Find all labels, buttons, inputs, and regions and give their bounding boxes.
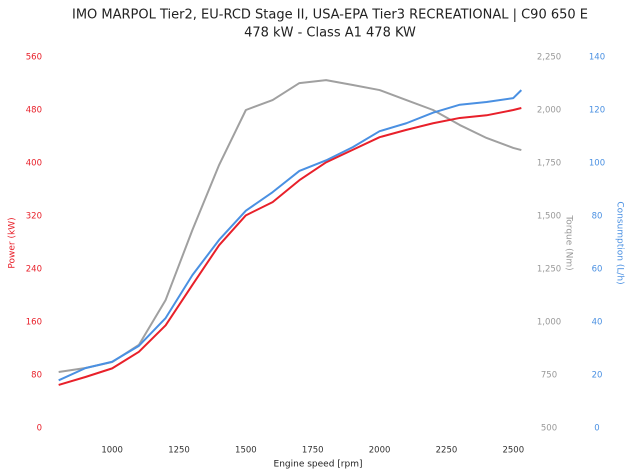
y3-tick-label: 60	[592, 265, 603, 275]
y3-tick-label: 100	[589, 159, 605, 169]
y2-tick-label: 1,250	[537, 265, 561, 275]
y3-tick-label: 140	[589, 53, 605, 63]
y3-axis-label: Consumption (L/h)	[615, 201, 625, 284]
y-tick-label: 400	[26, 159, 42, 169]
x-tick-label: 2500	[502, 446, 524, 456]
y2-tick-label: 1,750	[537, 159, 561, 169]
series-line	[58, 79, 522, 374]
x-tick-label: 2250	[436, 446, 458, 456]
x-axis-label: Engine speed [rpm]	[274, 460, 363, 470]
y-axis-label: Power (kW)	[8, 217, 18, 268]
y-tick-label: 320	[26, 212, 42, 222]
series-line	[58, 89, 523, 382]
x-tick-label: 1250	[168, 446, 190, 456]
y2-tick-label: 1,500	[537, 212, 561, 222]
y2-tick-label: 500	[541, 424, 557, 434]
y2-tick-label: 2,000	[537, 106, 561, 116]
series-line	[58, 107, 522, 386]
y-tick-label: 0	[37, 424, 42, 434]
x-tick-label: 1000	[101, 446, 123, 456]
x-tick-label: 2000	[369, 446, 391, 456]
chart-subtitle: 478 kW - Class A1 478 KW	[244, 26, 416, 41]
y3-tick-label: 0	[594, 424, 599, 434]
y3-tick-label: 120	[589, 106, 605, 116]
y3-tick-label: 80	[592, 212, 603, 222]
y2-tick-label: 1,000	[537, 318, 561, 328]
y3-tick-label: 20	[592, 371, 603, 381]
x-tick-label: 1500	[235, 446, 257, 456]
y-tick-label: 160	[26, 318, 42, 328]
x-tick-label: 1750	[302, 446, 324, 456]
chart-title: IMO MARPOL Tier2, EU-RCD Stage II, USA-E…	[72, 8, 588, 23]
y-tick-label: 480	[26, 106, 42, 116]
y-tick-label: 240	[26, 265, 42, 275]
y3-tick-label: 40	[592, 318, 603, 328]
y2-tick-label: 2,250	[537, 53, 561, 63]
y-tick-label: 560	[26, 53, 42, 63]
y2-axis-label: Torque (Nm)	[564, 214, 574, 270]
y2-tick-label: 750	[541, 371, 557, 381]
y-tick-label: 80	[31, 371, 42, 381]
